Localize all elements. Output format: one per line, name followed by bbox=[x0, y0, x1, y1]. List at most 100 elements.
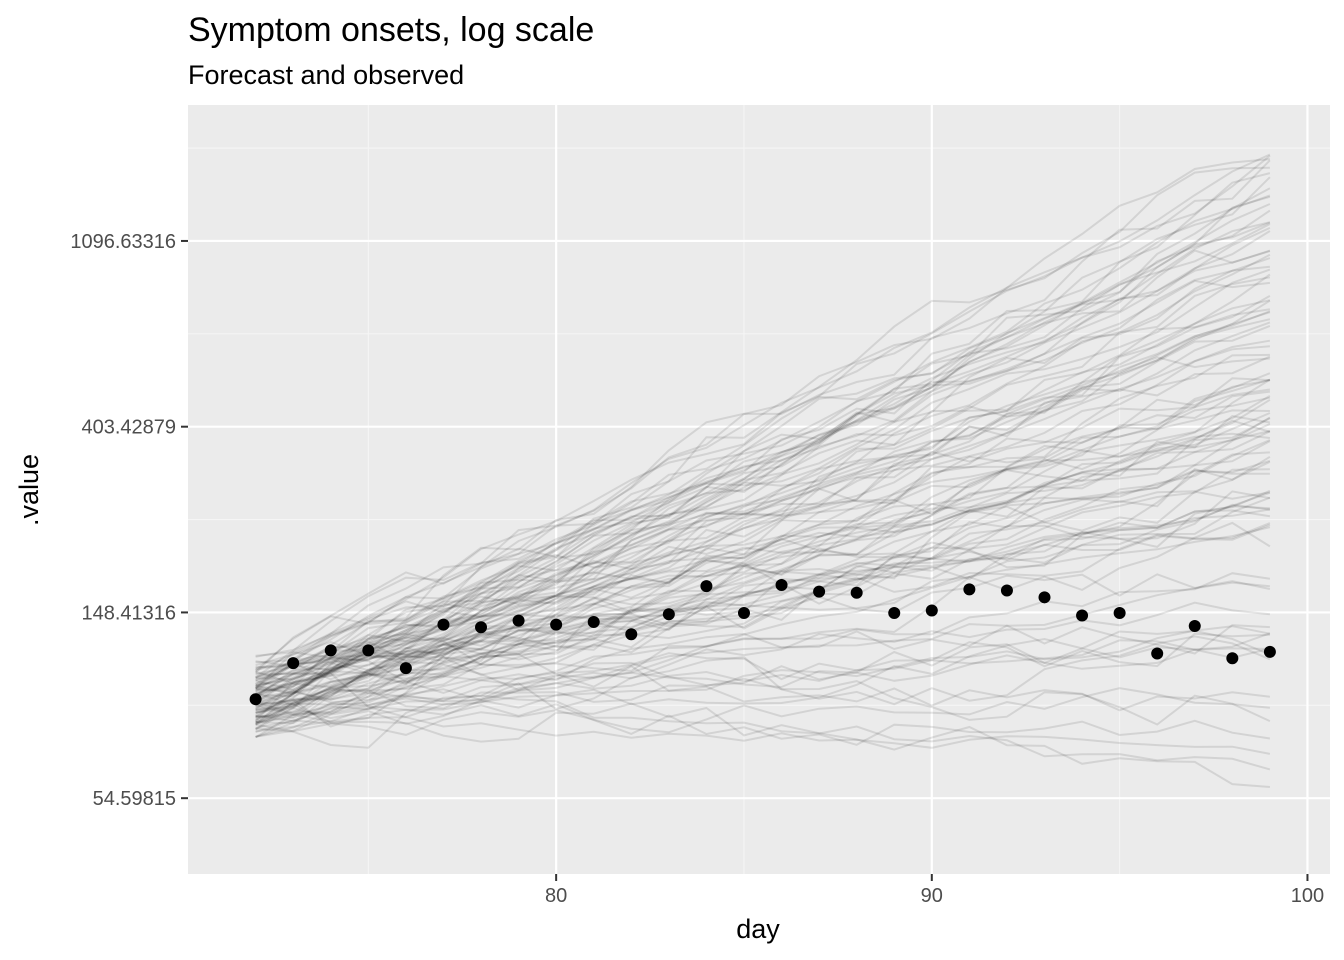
forecast-trajectory bbox=[255, 310, 1271, 704]
observed-point bbox=[287, 657, 300, 670]
forecast-trajectory bbox=[255, 324, 1271, 690]
forecast-trajectory bbox=[255, 417, 1271, 710]
observed-point bbox=[437, 618, 450, 631]
observed-point bbox=[1263, 645, 1276, 658]
observed-point bbox=[1038, 591, 1051, 604]
forecast-trajectory bbox=[255, 469, 1270, 739]
forecast-trajectory bbox=[254, 166, 1270, 674]
observed-point bbox=[249, 693, 262, 706]
forecast-trajectory bbox=[255, 624, 1270, 695]
forecast-trajectory bbox=[255, 503, 1271, 714]
forecast-trajectory bbox=[255, 154, 1271, 681]
forecast-trajectory bbox=[255, 209, 1271, 710]
forecast-trajectory bbox=[255, 355, 1271, 659]
forecast-trajectory bbox=[255, 419, 1271, 711]
forecast-trajectory bbox=[255, 226, 1271, 679]
forecast-trajectory bbox=[255, 412, 1271, 675]
y-axis-title: .value bbox=[14, 454, 44, 526]
forecast-trajectory bbox=[255, 356, 1270, 685]
observed-point bbox=[1000, 584, 1013, 597]
observed-point bbox=[737, 606, 750, 619]
forecast-trajectory bbox=[255, 249, 1271, 667]
forecast-trajectory bbox=[255, 629, 1271, 692]
forecast-trajectory bbox=[255, 295, 1271, 719]
forecast-series bbox=[254, 153, 1271, 788]
observed-point bbox=[1226, 652, 1239, 665]
observed-point bbox=[813, 585, 826, 598]
forecast-trajectory bbox=[255, 203, 1271, 731]
forecast-trajectory bbox=[255, 377, 1270, 693]
forecast-trajectory bbox=[255, 451, 1270, 687]
forecast-trajectory bbox=[255, 635, 1271, 719]
forecast-trajectory bbox=[255, 526, 1271, 733]
forecast-trajectory bbox=[255, 299, 1271, 682]
observed-point bbox=[963, 583, 976, 596]
forecast-trajectory bbox=[255, 496, 1271, 706]
forecast-trajectory bbox=[255, 702, 1270, 788]
forecast-trajectory bbox=[255, 268, 1271, 678]
forecast-trajectory bbox=[255, 253, 1271, 738]
forecast-trajectory bbox=[255, 416, 1271, 725]
forecast-trajectory bbox=[255, 459, 1271, 719]
forecast-trajectory bbox=[255, 299, 1271, 726]
forecast-trajectory bbox=[255, 311, 1271, 690]
forecast-trajectory bbox=[255, 698, 1271, 746]
observed-point bbox=[888, 606, 901, 619]
forecast-trajectory bbox=[255, 601, 1271, 696]
forecast-trajectory bbox=[255, 318, 1271, 724]
observed-point bbox=[1151, 647, 1164, 660]
forecast-trajectory bbox=[255, 378, 1271, 716]
x-tick-label: 80 bbox=[545, 885, 567, 907]
forecast-trajectory bbox=[255, 491, 1271, 707]
observed-point bbox=[1113, 606, 1126, 619]
minor-gridlines bbox=[188, 105, 1330, 874]
forecast-trajectory bbox=[254, 279, 1271, 671]
forecast-trajectory bbox=[255, 221, 1271, 731]
forecast-trajectory bbox=[255, 522, 1271, 672]
forecast-trajectory bbox=[255, 632, 1270, 749]
observed-series bbox=[249, 579, 1276, 706]
forecast-trajectory bbox=[255, 321, 1271, 664]
forecast-trajectory bbox=[255, 158, 1270, 686]
forecast-trajectory bbox=[255, 372, 1271, 706]
forecast-trajectory bbox=[255, 647, 1271, 705]
forecast-trajectory bbox=[254, 379, 1271, 690]
forecast-trajectory bbox=[255, 440, 1271, 721]
forecast-trajectory bbox=[255, 687, 1270, 736]
forecast-trajectory bbox=[255, 643, 1271, 712]
forecast-trajectory bbox=[255, 509, 1271, 689]
forecast-trajectory bbox=[255, 490, 1271, 738]
observed-point bbox=[625, 628, 638, 641]
forecast-trajectory bbox=[255, 639, 1270, 724]
forecast-trajectory bbox=[255, 632, 1271, 725]
observed-point bbox=[1076, 609, 1089, 622]
forecast-trajectory bbox=[255, 432, 1271, 673]
forecast-trajectory bbox=[255, 573, 1271, 688]
forecast-trajectory bbox=[255, 523, 1271, 669]
forecast-trajectory bbox=[255, 221, 1271, 717]
forecast-trajectory bbox=[255, 688, 1271, 771]
major-gridlines bbox=[188, 105, 1330, 874]
forecast-trajectory bbox=[255, 489, 1271, 707]
forecast-trajectory bbox=[255, 396, 1271, 687]
forecast-trajectory bbox=[255, 430, 1271, 698]
observed-point bbox=[850, 586, 863, 599]
forecast-trajectory bbox=[255, 460, 1271, 706]
forecast-trajectory bbox=[255, 345, 1270, 691]
forecast-trajectory bbox=[255, 273, 1271, 693]
forecast-trajectory bbox=[255, 339, 1271, 702]
forecast-trajectory bbox=[255, 409, 1270, 709]
observed-point bbox=[925, 604, 938, 617]
x-axis-title: day bbox=[736, 914, 780, 944]
observed-point bbox=[1188, 619, 1201, 632]
forecast-trajectory bbox=[255, 230, 1271, 685]
forecast-trajectory bbox=[255, 395, 1271, 738]
forecast-trajectory bbox=[255, 572, 1271, 723]
forecast-trajectory bbox=[255, 415, 1271, 698]
forecast-trajectory bbox=[255, 388, 1271, 712]
observed-point bbox=[399, 662, 412, 675]
forecast-trajectory bbox=[254, 195, 1271, 726]
forecast-trajectory bbox=[255, 353, 1270, 733]
observed-point bbox=[775, 579, 788, 592]
